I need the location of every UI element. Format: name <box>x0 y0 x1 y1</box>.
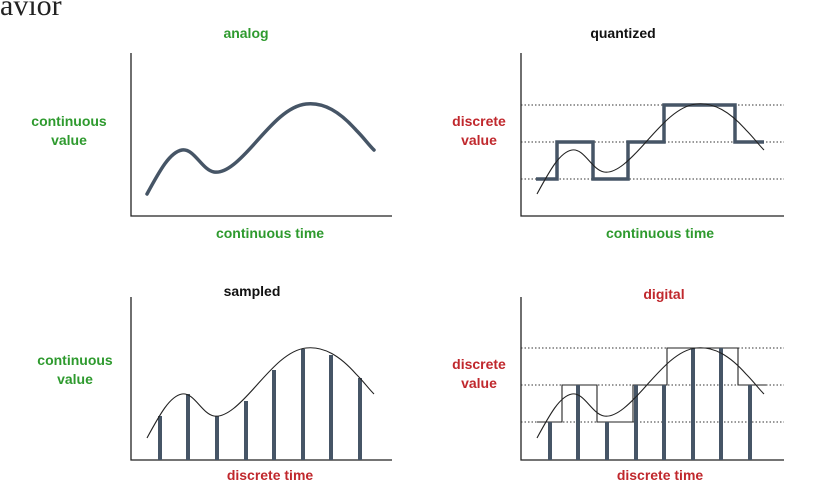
quantized-panel <box>520 53 784 217</box>
digital-x-label: discrete time <box>616 467 704 483</box>
analog-y-label: continuous value <box>31 113 107 148</box>
quantized-y-label: discrete value <box>452 113 506 148</box>
analog-title: analog <box>223 25 269 41</box>
quantized-axes <box>520 53 784 217</box>
digital-axes <box>520 297 784 461</box>
analog-panel <box>130 53 392 217</box>
quantized-analog-curve <box>536 103 765 195</box>
analog-x-label: continuous time <box>215 225 325 241</box>
sampled-title: sampled <box>223 283 281 299</box>
analog-axes <box>130 53 392 217</box>
quantized-title: quantized <box>590 25 656 41</box>
sampled-stems <box>158 349 362 460</box>
sampled-axes <box>130 297 392 461</box>
quantized-x-label: continuous time <box>605 225 715 241</box>
digital-panel <box>520 297 784 461</box>
digital-title: digital <box>643 286 685 302</box>
sampled-x-label: discrete time <box>226 467 314 483</box>
slide-heading-fragment: avior <box>0 0 62 22</box>
digital-y-label: discrete value <box>452 356 506 391</box>
analog-signal-curve <box>145 102 376 196</box>
digital-staircase <box>537 347 766 423</box>
digital-stems <box>548 348 752 460</box>
sampled-y-label: continuous value <box>37 352 113 387</box>
digital-analog-curve <box>536 347 765 439</box>
quantized-staircase <box>536 103 764 181</box>
sampled-panel <box>130 297 392 461</box>
sampled-analog-curve <box>146 347 375 439</box>
